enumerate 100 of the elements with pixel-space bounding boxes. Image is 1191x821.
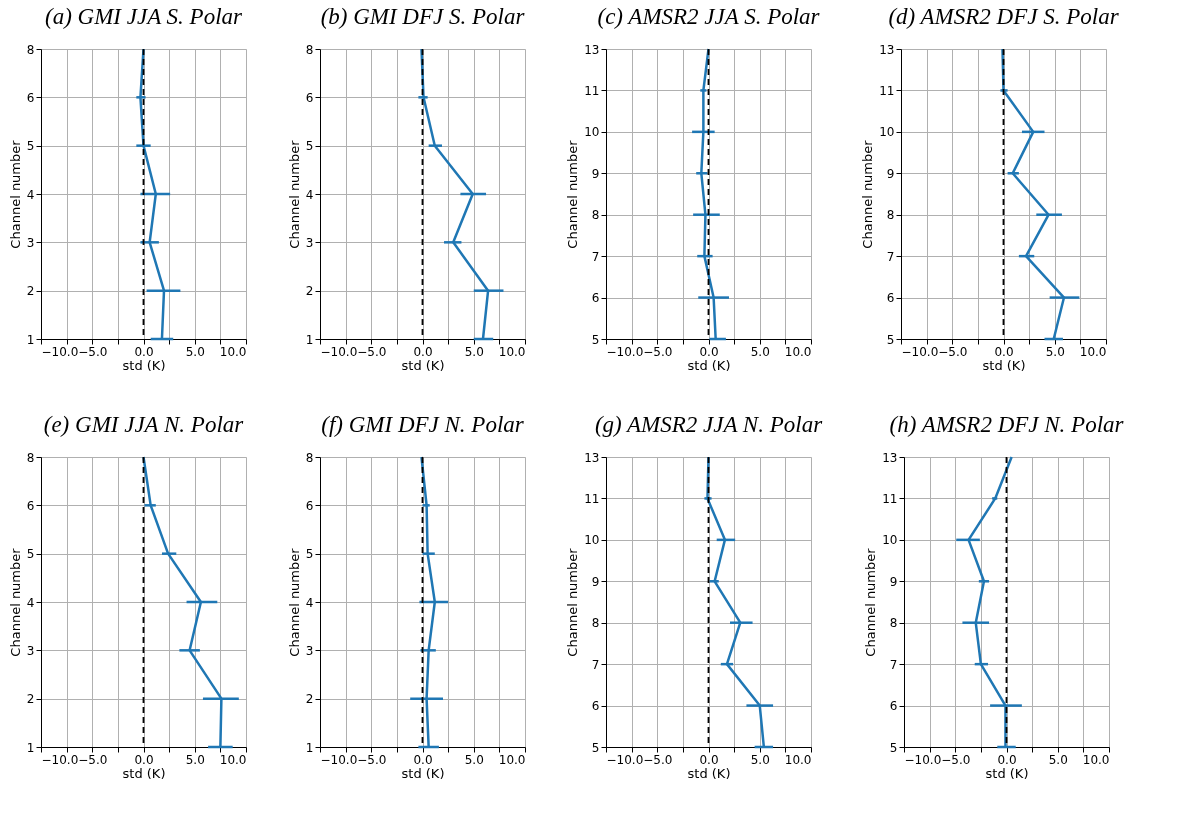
y-tick-label: 7 (889, 657, 898, 672)
y-tick-label: 5 (26, 139, 35, 154)
y-tick-label: 5 (591, 332, 600, 347)
y-tick-label: 10 (584, 125, 600, 140)
x-tick-label: 0.0 (413, 752, 433, 767)
x-tick-label: −5.0 (938, 344, 968, 359)
y-tick-label: 8 (305, 42, 314, 57)
x-axis-title: std (K) (401, 357, 445, 373)
chart-title: (b) GMI DFJ S. Polar (320, 4, 526, 29)
x-axis-title: std (K) (687, 765, 731, 781)
x-tick-label: −5.0 (357, 752, 387, 767)
y-axis-title: Channel number (7, 547, 23, 657)
x-tick-label: −5.0 (643, 344, 673, 359)
x-axis-title: std (K) (122, 765, 166, 781)
y-tick-label: 2 (305, 692, 314, 707)
y-tick-label: 2 (26, 284, 35, 299)
y-tick-label: 5 (305, 139, 314, 154)
y-tick-label: 4 (26, 595, 35, 610)
y-tick-label: 11 (879, 83, 895, 98)
y-tick-label: 4 (26, 187, 35, 202)
y-tick-label: 13 (879, 42, 895, 57)
x-tick-label: 0.0 (699, 344, 719, 359)
x-tick-label: −10.0 (606, 344, 644, 359)
x-tick-label: 5.0 (464, 344, 484, 359)
x-tick-label: −5.0 (643, 752, 673, 767)
y-tick-label: 6 (26, 498, 35, 513)
y-tick-label: 6 (591, 699, 600, 714)
y-tick-label: 9 (886, 166, 895, 181)
y-tick-label: 1 (305, 332, 314, 347)
y-tick-label: 5 (886, 332, 895, 347)
x-tick-label: −5.0 (78, 752, 108, 767)
x-tick-label: 0.0 (994, 344, 1014, 359)
x-tick-label: 5.0 (185, 752, 205, 767)
y-tick-label: 3 (305, 643, 314, 658)
x-tick-label: 5.0 (1045, 344, 1065, 359)
x-tick-label: −5.0 (78, 344, 108, 359)
x-tick-label: 5.0 (464, 752, 484, 767)
y-tick-label: 8 (591, 208, 600, 223)
x-tick-label: 0.0 (134, 752, 154, 767)
y-tick-label: 3 (305, 235, 314, 250)
x-axis-title: std (K) (401, 765, 445, 781)
y-tick-label: 11 (584, 491, 600, 506)
x-tick-label: −10.0 (904, 752, 942, 767)
y-axis-title: Channel number (286, 139, 302, 249)
x-tick-label: −10.0 (606, 752, 644, 767)
y-tick-label: 8 (26, 450, 35, 465)
chart-title: (a) GMI JJA S. Polar (45, 4, 244, 29)
y-axis-title: Channel number (863, 547, 879, 657)
y-tick-label: 8 (591, 616, 600, 631)
y-tick-label: 8 (305, 450, 314, 465)
y-tick-label: 10 (879, 125, 895, 140)
y-tick-label: 3 (26, 643, 35, 658)
y-tick-label: 3 (26, 235, 35, 250)
y-axis-title: Channel number (7, 139, 23, 249)
y-axis-title: Channel number (860, 139, 876, 249)
x-axis-title: std (K) (122, 357, 166, 373)
x-axis-title: std (K) (985, 765, 1029, 781)
y-tick-label: 11 (584, 83, 600, 98)
x-tick-label: 10.0 (219, 344, 247, 359)
y-tick-label: 9 (591, 574, 600, 589)
y-tick-label: 8 (26, 42, 35, 57)
x-tick-label: 5.0 (185, 344, 205, 359)
x-tick-label: 10.0 (784, 752, 812, 767)
y-tick-label: 5 (26, 547, 35, 562)
y-tick-label: 1 (26, 740, 35, 755)
x-tick-label: 10.0 (498, 344, 526, 359)
chart-title: (f) GMI DFJ N. Polar (321, 412, 525, 437)
x-tick-label: −10.0 (320, 752, 358, 767)
y-tick-label: 6 (305, 90, 314, 105)
y-tick-label: 8 (886, 208, 895, 223)
y-tick-label: 6 (26, 90, 35, 105)
x-axis-title: std (K) (982, 357, 1026, 373)
y-tick-label: 4 (305, 595, 314, 610)
y-tick-label: 4 (305, 187, 314, 202)
x-tick-label: −10.0 (320, 344, 358, 359)
y-tick-label: 6 (591, 291, 600, 306)
y-tick-label: 10 (882, 533, 898, 548)
y-axis-title: Channel number (286, 547, 302, 657)
y-tick-label: 13 (882, 450, 898, 465)
y-tick-label: 7 (591, 657, 600, 672)
x-tick-label: 0.0 (997, 752, 1017, 767)
x-tick-label: −5.0 (357, 344, 387, 359)
x-tick-label: −10.0 (41, 344, 79, 359)
x-tick-label: −5.0 (941, 752, 971, 767)
y-tick-label: 7 (886, 249, 895, 264)
y-tick-label: 6 (889, 699, 898, 714)
y-tick-label: 2 (305, 284, 314, 299)
y-tick-label: 2 (26, 692, 35, 707)
x-tick-label: 5.0 (750, 752, 770, 767)
x-tick-label: −10.0 (901, 344, 939, 359)
y-axis-title: Channel number (565, 547, 581, 657)
x-tick-label: 10.0 (784, 344, 812, 359)
y-tick-label: 9 (889, 574, 898, 589)
chart-title: (d) AMSR2 DFJ S. Polar (888, 4, 1120, 29)
x-tick-label: 0.0 (134, 344, 154, 359)
y-tick-label: 6 (305, 498, 314, 513)
y-tick-label: 8 (889, 616, 898, 631)
y-tick-label: 5 (591, 740, 600, 755)
chart-title: (h) AMSR2 DFJ N. Polar (889, 412, 1125, 437)
y-tick-label: 13 (584, 450, 600, 465)
